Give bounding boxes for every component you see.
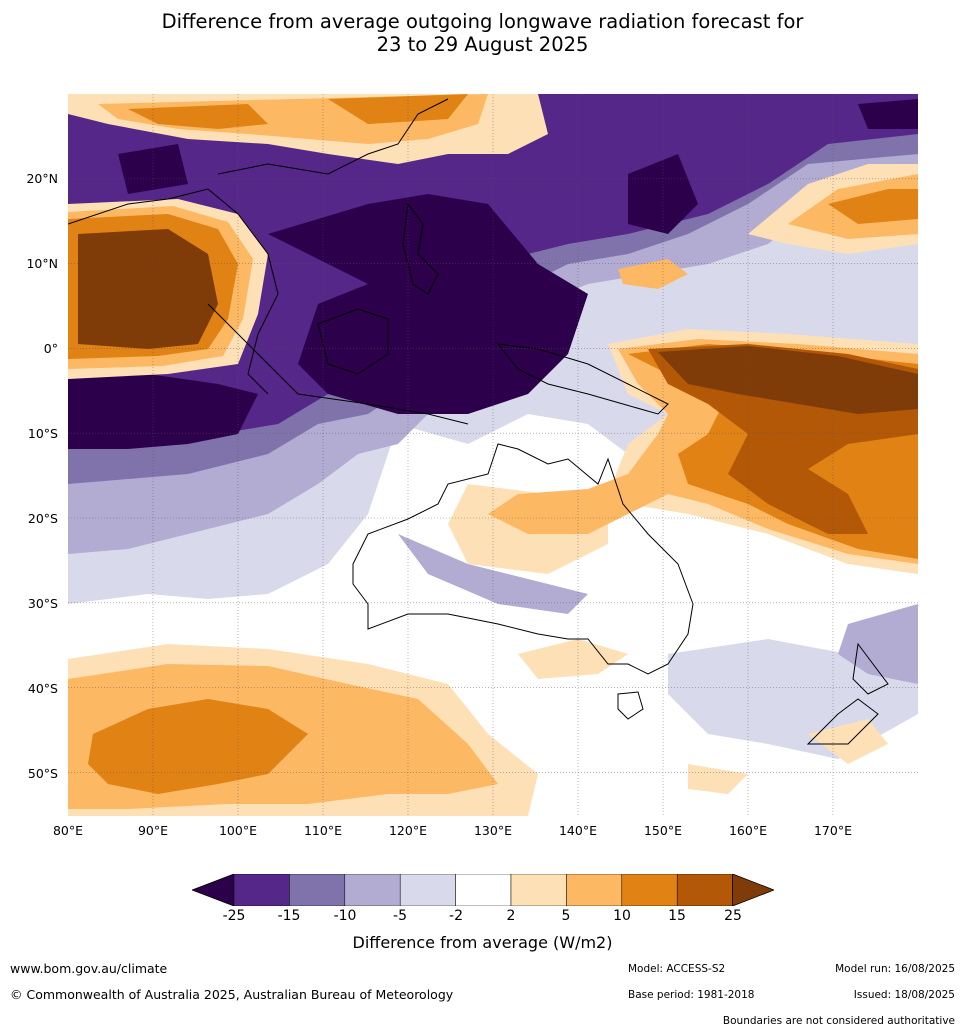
lon-label-110e: 110°E (303, 823, 342, 838)
colorbar-bin-2 (289, 873, 346, 907)
colorbar-bin-3 (344, 873, 401, 907)
lon-label-170e: 170°E (813, 823, 852, 838)
lon-label-150e: 150°E (643, 823, 682, 838)
contour-below-neg25-io (68, 374, 258, 449)
graticule (68, 94, 918, 816)
philippines-coastline (402, 202, 439, 295)
borneo-coastline (317, 308, 389, 375)
footer-copyright: © Commonwealth of Australia 2025, Austra… (10, 987, 454, 1002)
colorbar-tick-2: 2 (506, 908, 516, 924)
chart-title: Difference from average outgoing longwav… (0, 10, 965, 56)
lon-label-160e: 160°E (728, 823, 767, 838)
lat-label-40s: 40°S (27, 681, 58, 696)
lat-label-20s: 20°S (27, 511, 58, 526)
colorbar (190, 873, 776, 907)
colorbar-bin-5 (455, 873, 512, 907)
lon-label-120e: 120°E (388, 823, 427, 838)
lon-label-90e: 90°E (137, 823, 169, 838)
lat-label-30s: 30°S (27, 596, 58, 611)
colorbar-tick-neg25: -25 (222, 908, 246, 924)
footer-model-run: Model run: 16/08/2025 (835, 963, 955, 975)
lat-label-20n: 20°N (26, 171, 58, 186)
colorbar-arrow-right (732, 873, 776, 907)
colorbar-tick-10: 10 (613, 908, 631, 924)
contour-pos-10-15-south (88, 699, 308, 794)
footer-base-period: Base period: 1981-2018 (628, 989, 755, 1001)
colorbar-bin-7 (566, 873, 623, 907)
lat-label-50s: 50°S (27, 766, 58, 781)
lon-label-80e: 80°E (52, 823, 84, 838)
lat-label-10n: 10°N (26, 256, 58, 271)
contour-above-25-io (78, 229, 218, 349)
contour-pos-2-5-se (688, 764, 748, 794)
nz-coastline (806, 642, 889, 745)
colorbar-bin-9 (676, 873, 733, 907)
colorbar-tick-neg10: -10 (333, 908, 357, 924)
colorbar-tick-neg2: -2 (449, 908, 463, 924)
australia-coastline (352, 443, 694, 675)
contour-neg-5-10-sw (838, 604, 918, 684)
lat-label-10s: 10°S (27, 426, 58, 441)
lat-label-0: 0° (43, 341, 58, 356)
colorbar-bin-6 (510, 873, 567, 907)
footer-disclaimer: Boundaries are not considered authoritat… (722, 1015, 955, 1027)
contour-pos-10-15-ne (828, 189, 918, 224)
colorbar-bin-8 (621, 873, 678, 907)
footer-model: Model: ACCESS-S2 (628, 963, 726, 975)
contour-above-25-pac (658, 346, 918, 414)
colorbar-arrow-left (190, 873, 235, 907)
colorbar-tick-neg15: -15 (277, 908, 301, 924)
tasmania-coastline (617, 691, 644, 720)
contour-pos-10-15-north2 (328, 94, 468, 124)
contour-below-neg25-ne (858, 99, 918, 129)
lon-label-130e: 130°E (473, 823, 512, 838)
title-line-1: Difference from average outgoing longwav… (161, 10, 804, 33)
contour-pos-2-5-tasman (518, 639, 628, 679)
new-guinea-coastline (496, 343, 669, 415)
colorbar-tick-15: 15 (668, 908, 686, 924)
title-line-2: 23 to 29 August 2025 (376, 33, 589, 56)
colorbar-bin-4 (399, 873, 456, 907)
asia-coastline (68, 98, 449, 395)
colorbar-bin-1 (233, 873, 290, 907)
footer-website: www.bom.gov.au/climate (10, 961, 168, 976)
contour-pos-5-10-pac-small (618, 259, 688, 289)
contour-pos-10-15-north (128, 104, 268, 129)
colorbar-label: Difference from average (W/m2) (352, 933, 613, 952)
anomaly-map (68, 94, 918, 816)
colorbar-tick-25: 25 (724, 908, 742, 924)
colorbar-tick-5: 5 (561, 908, 571, 924)
contour-below-neg25-indonesia (268, 194, 588, 414)
colorbar-tick-neg5: -5 (393, 908, 407, 924)
footer-issued: Issued: 18/08/2025 (853, 989, 955, 1001)
lon-label-140e: 140°E (558, 823, 597, 838)
lon-label-100e: 100°E (218, 823, 257, 838)
contour-pos-2-5-nz (808, 719, 888, 764)
